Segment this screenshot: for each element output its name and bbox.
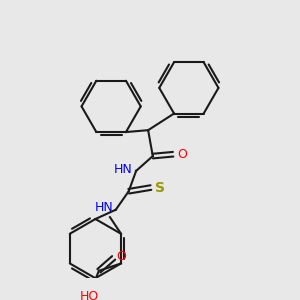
Text: O: O [177,148,187,161]
Text: HO: HO [80,290,99,300]
Text: HN: HN [94,201,113,214]
Text: HN: HN [114,163,133,176]
Text: O: O [116,250,126,262]
Text: S: S [154,181,165,194]
